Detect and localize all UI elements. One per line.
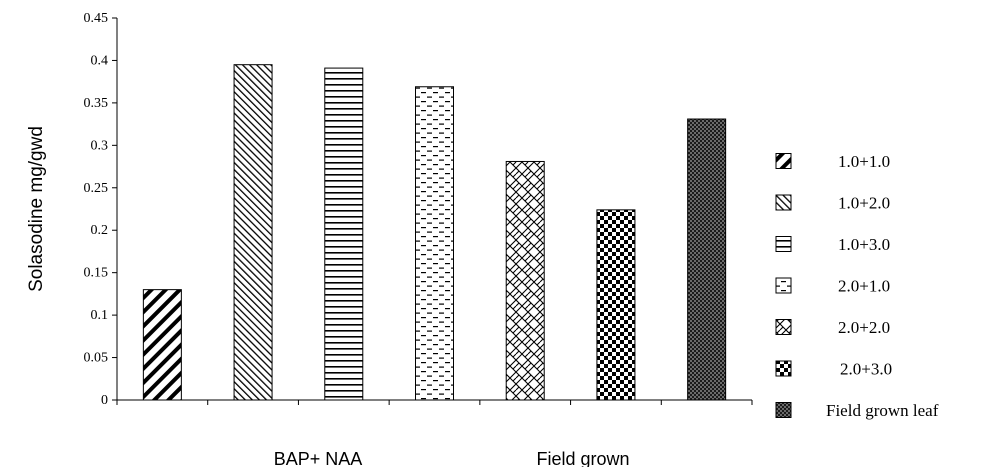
y-axis-title: Solasodine mg/gwd — [26, 126, 47, 292]
y-tick-label: 0.2 — [91, 223, 109, 238]
y-tick-label: 0.45 — [84, 11, 109, 26]
y-tick-label: 0 — [101, 393, 108, 408]
y-tick-label: 0.3 — [91, 138, 109, 153]
legend-swatch — [775, 319, 792, 335]
legend-label: 2.0+1.0 — [838, 277, 890, 296]
legend-label: 2.0+3.0 — [840, 360, 892, 379]
y-tick-label: 0.25 — [84, 181, 109, 196]
bar-6 — [596, 209, 636, 401]
bar-1 — [142, 289, 182, 401]
legend-swatch — [775, 360, 792, 377]
group-label-field-grown: Field grown — [536, 449, 629, 467]
bars — [142, 64, 727, 401]
legend-label: 1.0+3.0 — [838, 235, 890, 254]
bar-2 — [233, 64, 273, 401]
legend-label: 2.0+2.0 — [838, 318, 890, 337]
x-axis-ticks — [116, 400, 753, 405]
legend-swatch — [775, 153, 792, 169]
legend-swatch — [775, 277, 792, 294]
y-tick-label: 0.35 — [84, 96, 109, 111]
legend-label: 1.0+1.0 — [838, 152, 890, 171]
legend-label: Field grown leaf — [826, 401, 939, 420]
axes — [116, 18, 752, 401]
y-tick-label: 0.05 — [84, 351, 109, 366]
y-tick-label: 0.4 — [91, 53, 109, 68]
y-axis-ticks: 0 0.05 0.1 0.15 0.2 0.25 0.3 0.35 0.4 0.45 — [84, 11, 117, 408]
bar-5 — [505, 160, 545, 401]
legend-swatch — [775, 236, 792, 252]
legend-label: 1.0+2.0 — [838, 194, 890, 213]
bar-3 — [324, 67, 364, 401]
group-label-bap-naa: BAP+ NAA — [274, 449, 363, 467]
bar-7 — [687, 118, 727, 401]
legend-swatch — [775, 402, 792, 418]
bar-4 — [415, 86, 454, 401]
legend: 1.0+1.0 1.0+2.0 1.0+3.0 2.0+1.0 2.0+2.0 2.0+3… — [775, 152, 939, 420]
y-tick-label: 0.1 — [91, 308, 109, 323]
y-tick-label: 0.15 — [84, 266, 109, 281]
legend-swatch — [775, 194, 792, 211]
